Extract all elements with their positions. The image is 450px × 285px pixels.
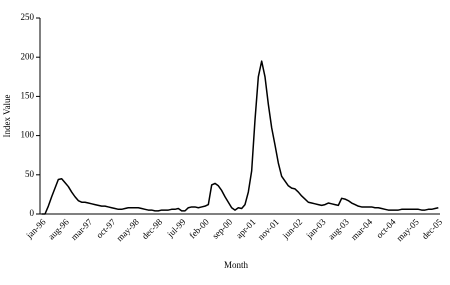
x-tick-label: dec-98 bbox=[140, 216, 165, 241]
x-tick-label: jan-96 bbox=[23, 216, 47, 240]
x-tick-label: may-98 bbox=[114, 216, 141, 243]
x-tick-label: may-05 bbox=[394, 216, 421, 243]
x-tick-label: feb-00 bbox=[187, 216, 211, 240]
x-tick-label: jan-03 bbox=[303, 216, 327, 240]
x-tick-label: jul-99 bbox=[165, 216, 188, 239]
x-axis-label: Month bbox=[224, 260, 249, 270]
y-tick-label: 200 bbox=[21, 51, 35, 61]
y-axis-label: Index Value bbox=[2, 94, 12, 137]
x-tick-label: aug-03 bbox=[326, 216, 351, 241]
x-tick-label: jun-02 bbox=[280, 217, 304, 241]
y-tick-label: 50 bbox=[25, 169, 35, 179]
x-tick-label: nov-01 bbox=[256, 217, 281, 242]
y-tick-label: 100 bbox=[21, 130, 35, 140]
x-tick-label: dec-05 bbox=[420, 216, 445, 241]
x-tick-label: sep-00 bbox=[210, 216, 234, 240]
data-line bbox=[41, 60, 439, 215]
y-tick-label: 250 bbox=[21, 12, 35, 22]
y-tick-label: 0 bbox=[30, 208, 35, 218]
x-tick-label: mar-97 bbox=[69, 216, 95, 242]
x-tick-label: apr-01 bbox=[234, 217, 258, 241]
x-tick-label: aug-96 bbox=[46, 216, 71, 241]
x-tick-label: mar-04 bbox=[349, 216, 375, 242]
y-tick-label: 150 bbox=[21, 90, 35, 100]
